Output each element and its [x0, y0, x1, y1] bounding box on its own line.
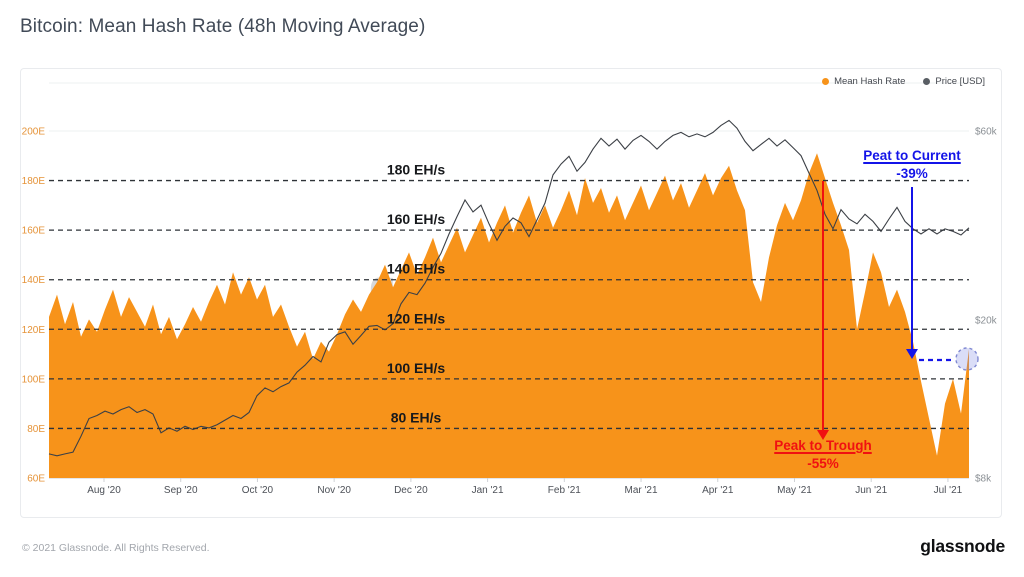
level-label: 180 EH/s	[387, 162, 446, 178]
x-axis-label: May '21	[777, 485, 812, 496]
left-axis-tick: 180E	[22, 176, 46, 187]
x-axis-label: Jul '21	[934, 485, 963, 496]
legend-label: Mean Hash Rate	[834, 76, 906, 87]
right-axis-tick: $20k	[975, 316, 998, 327]
x-axis-label: Mar '21	[625, 485, 658, 496]
annotation-peak-to-current-value: -39%	[896, 165, 928, 181]
annotation-peak-to-current: Peat to Current -39%	[835, 147, 989, 182]
level-label: 120 EH/s	[387, 310, 446, 326]
left-axis-tick: 100E	[22, 374, 46, 385]
chart-legend: Mean Hash Rate Price [USD]	[822, 76, 985, 87]
level-label: 100 EH/s	[387, 360, 446, 376]
peak-to-current-arrowhead	[906, 349, 918, 359]
glassnode-logo: glassnode	[920, 536, 1005, 556]
x-axis-label: Aug '20	[87, 485, 121, 496]
annotation-peak-to-trough-value: -55%	[807, 455, 839, 471]
price-line	[48, 119, 970, 457]
right-axis-tick: $60k	[975, 127, 998, 138]
peak-to-trough-arrowhead	[817, 430, 829, 440]
legend-dot-icon	[822, 78, 830, 85]
x-axis-label: Jan '21	[472, 485, 504, 496]
legend-label: Price [USD]	[935, 76, 985, 87]
copyright-text: © 2021 Glassnode. All Rights Reserved.	[22, 542, 210, 554]
page-title: Bitcoin: Mean Hash Rate (48h Moving Aver…	[20, 16, 426, 37]
left-axis-tick: 140E	[22, 275, 46, 286]
annotation-peak-to-trough: Peak to Trough -55%	[748, 437, 898, 472]
level-label: 140 EH/s	[387, 261, 446, 277]
left-axis-tick: 60E	[27, 474, 45, 485]
legend-item-price-usd-[interactable]: Price [USD]	[923, 76, 985, 87]
left-axis-tick: 80E	[27, 424, 45, 435]
x-axis-label: Apr '21	[702, 485, 734, 496]
x-axis-label: Sep '20	[164, 485, 198, 496]
x-axis-label: Oct '20	[242, 485, 274, 496]
annotation-peak-to-current-title: Peat to Current	[863, 148, 961, 163]
level-label: 80 EH/s	[391, 409, 442, 425]
x-axis-label: Jun '21	[855, 485, 887, 496]
right-axis-tick: $8k	[975, 474, 992, 485]
left-axis-tick: 160E	[22, 226, 46, 237]
hash-rate-area	[49, 153, 969, 479]
left-axis-tick: 120E	[22, 325, 46, 336]
level-label: 160 EH/s	[387, 211, 446, 227]
left-axis-tick: 200E	[22, 127, 46, 138]
current-point-highlight	[955, 347, 979, 371]
legend-dot-icon	[923, 78, 931, 85]
x-axis-label: Feb '21	[548, 485, 581, 496]
x-axis-label: Nov '20	[317, 485, 351, 496]
legend-item-mean-hash-rate[interactable]: Mean Hash Rate	[822, 76, 905, 87]
annotation-peak-to-trough-title: Peak to Trough	[774, 438, 872, 453]
x-axis-label: Dec '20	[394, 485, 428, 496]
